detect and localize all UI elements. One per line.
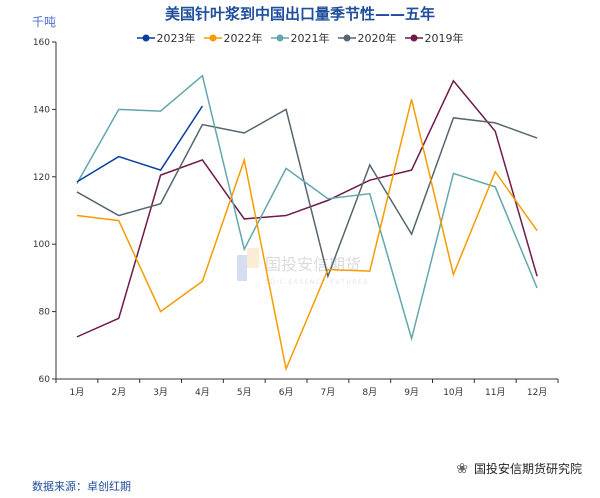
legend-marker-icon xyxy=(404,34,423,42)
y-axis-unit: 千吨 xyxy=(32,15,57,29)
watermark-text-en: SDIC ESSENCE FUTURES xyxy=(265,279,369,286)
legend-marker-icon xyxy=(270,34,289,42)
y-tick-label: 120 xyxy=(33,173,50,183)
legend-item: 2021年 xyxy=(270,30,330,46)
watermark: 国投安信期货 SDIC ESSENCE FUTURES xyxy=(237,248,369,286)
series-line-2023 xyxy=(76,105,204,183)
legend-label: 2019年 xyxy=(424,32,464,45)
legend-item: 2023年 xyxy=(136,30,196,46)
chart-title: 美国针叶浆到中国出口量季节性——五年 xyxy=(164,5,435,23)
watermark-logo xyxy=(237,255,247,281)
watermark-text-cn: 国投安信期货 xyxy=(265,255,361,274)
legend-marker-icon xyxy=(203,34,222,42)
series-line-2020 xyxy=(76,108,538,279)
brand-name: 国投安信期货研究院 xyxy=(473,462,582,476)
x-tick-label: 11月 xyxy=(485,387,505,398)
brand: ❀ 国投安信期货研究院 xyxy=(456,460,582,477)
legend-label: 2020年 xyxy=(357,32,397,45)
x-tick-label: 12月 xyxy=(527,387,547,398)
x-tick-label: 7月 xyxy=(321,387,336,398)
y-tick-label: 160 xyxy=(33,38,50,48)
y-tick-label: 140 xyxy=(33,105,50,115)
legend-item: 2022年 xyxy=(203,30,263,46)
x-tick-label: 1月 xyxy=(70,387,85,398)
legend-marker-icon xyxy=(136,34,155,42)
x-tick-label: 3月 xyxy=(153,387,168,398)
x-tick-label: 6月 xyxy=(279,387,294,398)
x-tick-label: 2月 xyxy=(111,387,126,398)
y-tick-label: 60 xyxy=(39,375,51,385)
x-tick-label: 5月 xyxy=(237,387,252,398)
y-tick-label: 100 xyxy=(33,240,50,250)
series-line-2019 xyxy=(76,79,538,338)
x-tick-label: 9月 xyxy=(404,387,419,398)
data-source: 数据来源：卓创红期 xyxy=(32,480,131,493)
legend-item: 2019年 xyxy=(404,30,464,46)
legend-item: 2020年 xyxy=(337,30,397,46)
legend-marker-icon xyxy=(337,34,356,42)
legend-label: 2021年 xyxy=(290,32,330,45)
legend-label: 2022年 xyxy=(223,32,263,45)
x-tick-label: 8月 xyxy=(362,387,377,398)
wechat-icon: ❀ xyxy=(456,460,468,477)
x-tick-label: 10月 xyxy=(443,387,463,398)
legend-label: 2023年 xyxy=(156,32,196,45)
y-tick-label: 80 xyxy=(39,308,51,318)
series-line-2022 xyxy=(76,99,538,372)
x-tick-label: 4月 xyxy=(195,387,210,398)
series-line-2021 xyxy=(76,74,538,342)
legend: 2023年 2022年 2021年 2020年 2019年 xyxy=(0,30,600,46)
